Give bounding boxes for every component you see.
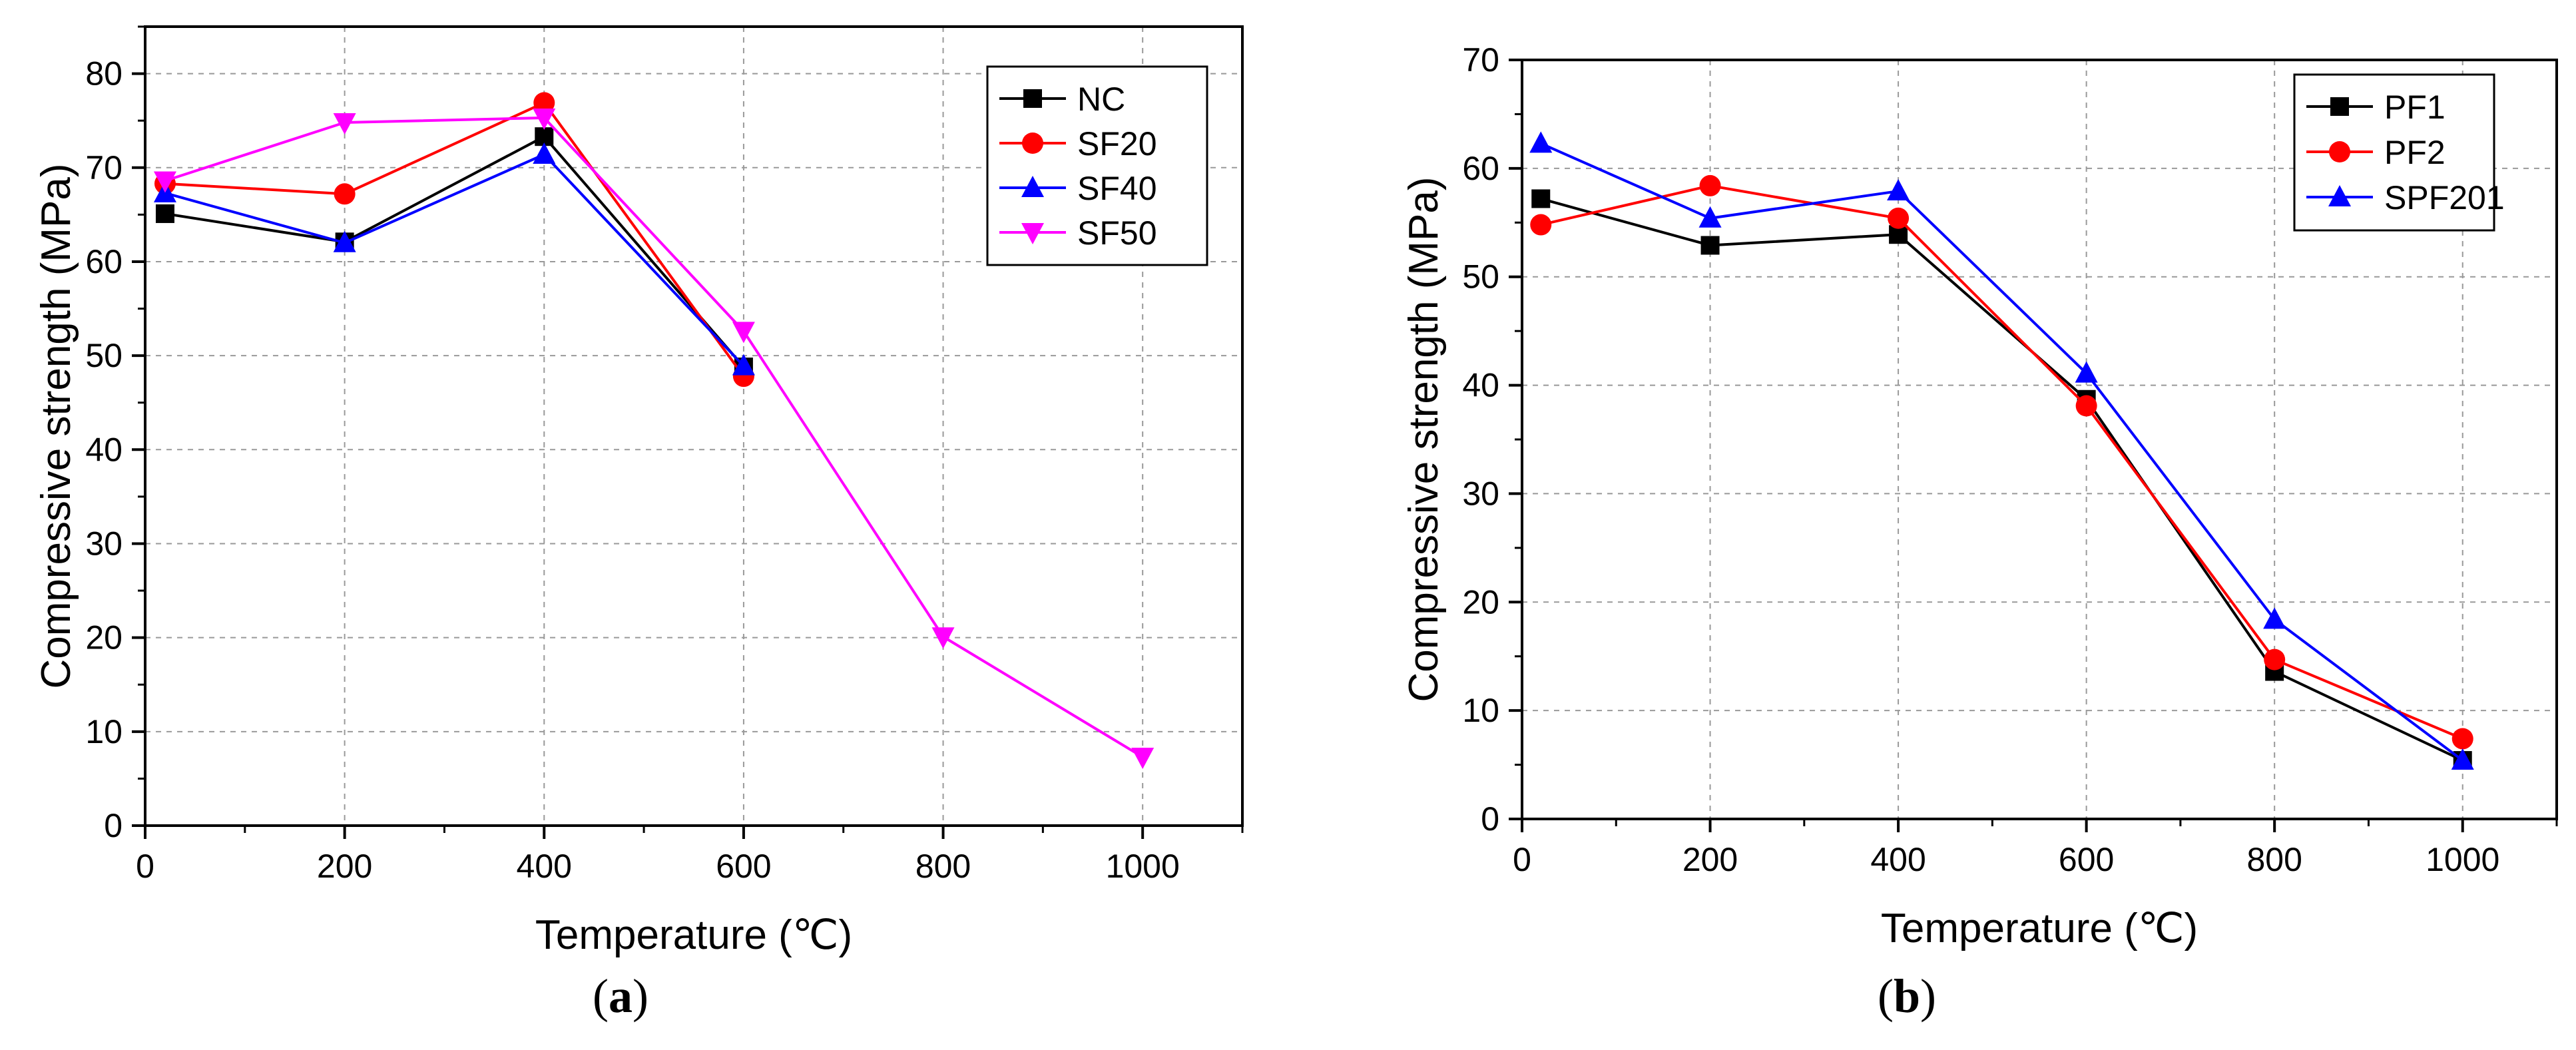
chart-b-line-pf2 (1540, 184, 2463, 740)
chart-a-ytick-label: 0 (104, 807, 123, 844)
chart-a-xtick-label: 400 (517, 848, 572, 885)
chart-b-xlabel: Temperature (℃) (1881, 906, 2198, 951)
chart-a-legend-label: SF50 (1077, 214, 1157, 252)
chart-a-legend-marker (1021, 176, 1044, 197)
chart-a-line-sf20 (164, 101, 745, 378)
chart-a-series-sf50 (153, 108, 1155, 769)
chart-a-line-sf40 (164, 152, 745, 368)
chart-panel-a: 0 200 400 600 800 1000 0 10 20 30 40 50 60 70 80 Temper… (33, 25, 1244, 958)
chart-a-ytick-label: 10 (85, 713, 123, 750)
chart-a-xtick-label: 600 (716, 848, 771, 885)
chart-a-point-sf50 (1131, 747, 1155, 769)
panel-label-b: b (1893, 969, 1921, 1023)
chart-b-legend-label: SPF201 (2384, 179, 2505, 216)
chart-b-legend-marker (2328, 185, 2351, 206)
chart-a-point-sf20 (533, 92, 555, 114)
chart-b-legend-marker (2329, 141, 2350, 162)
chart-a-ytick-label: 20 (85, 619, 123, 656)
chart-b-point-spf201 (1887, 179, 1910, 201)
chart-panel-b: 0 200 400 600 800 1000 0 10 20 30 40 50 60 70 Temperat… (1288, 0, 2576, 1050)
chart-b-ytick-label: 30 (1462, 475, 1499, 512)
chart-b-ytick-label: 40 (1462, 367, 1499, 404)
chart-b-ytick-label: 10 (1462, 692, 1499, 729)
chart-b-ylabel: Compressive strength (MPa) (1401, 176, 1447, 702)
chart-b-xtick-label: 200 (1682, 841, 1738, 878)
chart-a-point-sf40 (732, 354, 755, 376)
chart-b-ytick-label: 0 (1481, 800, 1499, 838)
chart-a-legend-label: SF20 (1077, 125, 1157, 162)
chart-b-point-spf201 (1529, 131, 1553, 153)
chart-b-point-spf201 (2451, 748, 2474, 770)
chart-a-xlabel: Temperature (℃) (535, 912, 852, 958)
chart-a-frame (144, 25, 1244, 827)
chart-b-legend-label: PF2 (2384, 134, 2446, 171)
chart-b-point-pf2 (2075, 395, 2097, 417)
chart-b-line-spf201 (1540, 142, 2463, 762)
chart-b-line-pf1 (1540, 197, 2463, 762)
chart-b-point-pf2 (2451, 728, 2473, 750)
chart-b-grid (1522, 60, 2557, 819)
chart-a-xtick-label: 800 (915, 848, 971, 885)
chart-a-ytick-label: 30 (85, 525, 123, 562)
chart-b-point-pf2 (1888, 207, 1910, 229)
chart-b-svg: 0 200 400 600 800 1000 0 10 20 30 40 50 60 70 Temperat… (1401, 41, 2558, 951)
chart-a-line-nc (164, 134, 745, 368)
chart-b-ytick-label: 50 (1462, 258, 1499, 296)
chart-b-ytick-label: 70 (1462, 41, 1499, 79)
chart-a-legend-marker (1023, 89, 1042, 108)
chart-a-point-sf50 (533, 108, 556, 130)
chart-a-xtick-label: 200 (317, 848, 372, 885)
chart-b-xtick-label: 400 (1870, 841, 1926, 878)
chart-b-xtick-label: 0 (1513, 841, 1531, 878)
chart-b-series-pf2 (1530, 174, 2473, 750)
chart-a-series-sf20 (154, 92, 754, 388)
chart-a-ytick-label: 50 (85, 337, 123, 374)
chart-a-point-sf40 (533, 142, 556, 164)
chart-b-point-pf1 (1531, 189, 1551, 208)
chart-b-xtick-label: 800 (2246, 841, 2302, 878)
chart-b-point-pf2 (1530, 214, 1552, 236)
chart-a-series-sf40 (153, 142, 755, 376)
chart-b-series-spf201 (1529, 131, 2474, 770)
panel-label-a: a (608, 969, 633, 1023)
chart-a-point-sf40 (333, 230, 356, 252)
chart-a-svg: 0 200 400 600 800 1000 0 10 20 30 40 50 60 70 80 Temper… (33, 25, 1244, 958)
chart-a-series-nc (155, 127, 753, 377)
chart-b-ytick-label: 20 (1462, 583, 1499, 621)
chart-a-point-sf50 (931, 627, 955, 649)
chart-a-point-sf50 (333, 113, 356, 134)
chart-a-ytick-label: 60 (85, 243, 123, 280)
chart-b-point-spf201 (1698, 206, 1722, 228)
chart-a-line-sf50 (164, 116, 1144, 758)
panel-caption-b: (b) (1878, 969, 1937, 1023)
chart-a-legend: NC SF20 SF40 SF50 (986, 65, 1208, 266)
chart-a-ytick-label: 70 (85, 149, 123, 186)
chart-a-point-sf50 (153, 171, 176, 193)
chart-a-legend-marker (1022, 132, 1043, 154)
chart-a-point-sf50 (732, 322, 755, 344)
chart-b-point-pf2 (2264, 649, 2286, 670)
chart-a-ylabel: Compressive strength (MPa) (33, 163, 79, 688)
chart-b-xtick-label: 600 (2059, 841, 2114, 878)
chart-b-legend-label: PF1 (2384, 89, 2446, 126)
chart-a-point-nc (155, 204, 174, 223)
panel-caption-a: (a) (593, 969, 648, 1023)
chart-b-point-spf201 (2263, 607, 2286, 629)
chart-b-point-pf1 (1700, 236, 1720, 255)
chart-a-point-sf20 (334, 183, 356, 205)
chart-a-ytick-label: 80 (85, 55, 123, 93)
chart-a-legend-label: SF40 (1077, 170, 1157, 207)
chart-b-legend: PF1 PF2 SPF201 (2293, 73, 2505, 232)
chart-a-xtick-label: 1000 (1106, 848, 1180, 885)
chart-a-legend-label: NC (1077, 81, 1125, 118)
chart-b-ytick-label: 60 (1462, 150, 1499, 187)
chart-b-legend-marker (2330, 97, 2349, 116)
chart-b-xtick-label: 1000 (2426, 841, 2499, 878)
chart-b-point-pf2 (1699, 174, 1721, 196)
chart-b-point-spf201 (2075, 361, 2098, 383)
chart-a-ytick-label: 40 (85, 431, 123, 468)
chart-a-grid (145, 27, 1242, 826)
chart-a-legend-marker (1021, 223, 1044, 244)
chart-a-xtick-label: 0 (136, 848, 154, 885)
